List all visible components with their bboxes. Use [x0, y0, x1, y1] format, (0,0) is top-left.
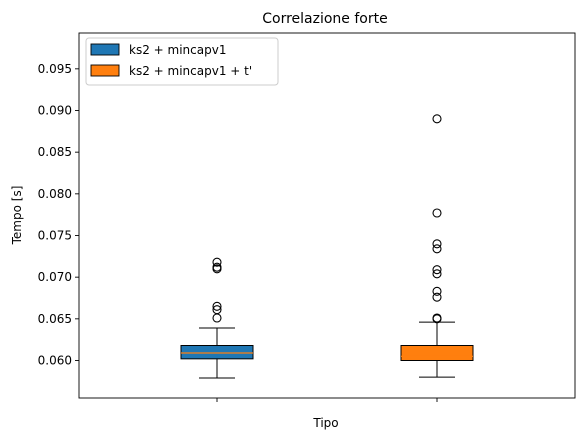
outlier-point	[212, 305, 222, 315]
legend-swatch-series-1	[90, 43, 120, 56]
legend-label-series-2: ks2 + mincapv1 + t'	[129, 64, 252, 78]
legend: ks2 + mincapv1 ks2 + mincapv1 + t'	[85, 37, 279, 86]
outlier-point	[432, 313, 442, 323]
box-series-1	[180, 257, 254, 379]
outlier-point	[212, 313, 222, 323]
outlier-point	[212, 262, 222, 272]
outlier-point	[212, 301, 222, 311]
outlier-point	[212, 257, 222, 267]
outlier-point	[432, 292, 442, 302]
y-tick-label: 0.090	[38, 104, 72, 118]
outlier-point	[432, 114, 442, 124]
outlier-point	[432, 208, 442, 218]
legend-frame	[85, 37, 279, 86]
y-tick-label: 0.070	[38, 270, 72, 284]
y-axis-label: Tempo [s]	[10, 186, 24, 246]
legend-swatch-series-2	[90, 64, 120, 77]
y-tick-label: 0.080	[38, 187, 72, 201]
y-tick-label: 0.095	[38, 62, 72, 76]
x-axis	[216, 398, 438, 402]
y-tick-label: 0.075	[38, 229, 72, 243]
outlier-point	[432, 286, 442, 296]
plot-frame	[78, 32, 576, 399]
y-axis: 0.060 0.065 0.070 0.075 0.080 0.085 0.090 0.095	[38, 62, 79, 368]
chart-title: Correlazione forte	[262, 11, 387, 27]
y-tick-label: 0.060	[38, 354, 72, 368]
box-iqr	[400, 345, 474, 361]
outlier-point	[432, 239, 442, 249]
box-iqr	[180, 345, 254, 360]
outlier-point	[432, 269, 442, 279]
y-tick-label: 0.065	[38, 312, 72, 326]
legend-label-series-1: ks2 + mincapv1	[129, 43, 226, 57]
x-axis-label: Tipo	[312, 416, 338, 430]
outlier-point	[432, 265, 442, 275]
box-series-2	[400, 114, 474, 378]
y-tick-label: 0.085	[38, 145, 72, 159]
plot-content	[180, 114, 474, 379]
outlier-point	[432, 244, 442, 254]
